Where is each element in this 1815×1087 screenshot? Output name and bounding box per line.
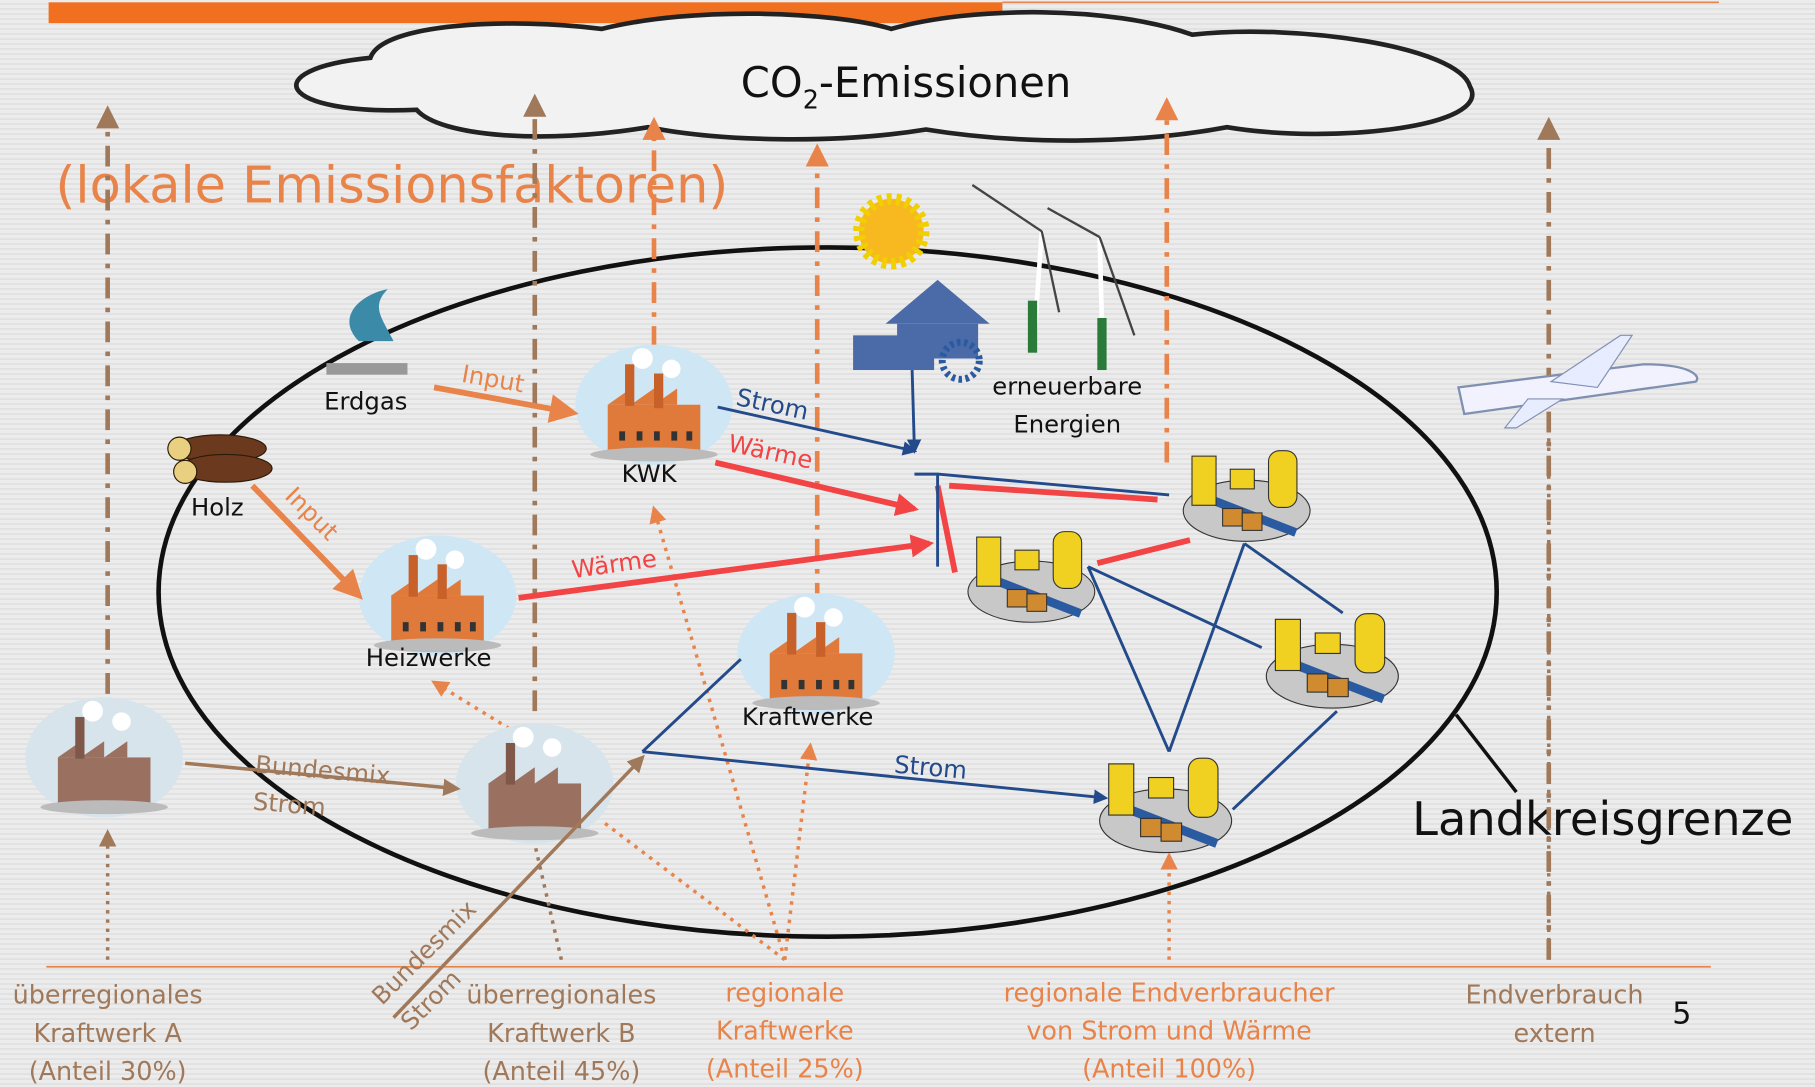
- boundary-label: Landkreisgrenze: [1412, 792, 1793, 846]
- footer-label: von Strom und Wärme: [1026, 1017, 1311, 1047]
- subtitle: (lokale Emissionsfaktoren): [56, 156, 729, 215]
- edge-label: Input: [279, 481, 344, 546]
- edge-label: Wärme: [570, 544, 659, 585]
- footer-label: (Anteil 30%): [29, 1057, 187, 1087]
- footer-label: Kraftwerk A: [33, 1019, 182, 1049]
- footer-label: überregionales: [13, 981, 203, 1011]
- footer-label: Endverbrauch: [1466, 981, 1644, 1011]
- footer-label: überregionales: [466, 981, 656, 1011]
- footer-label: (Anteil 100%): [1082, 1055, 1256, 1085]
- node-label: Erdgas: [324, 386, 407, 415]
- node-label: erneuerbare: [992, 371, 1142, 400]
- footer-label: Kraftwerk B: [487, 1019, 635, 1049]
- cloud-title: CO2-Emissionen: [741, 58, 1072, 116]
- page-number: 5: [1672, 996, 1691, 1031]
- edge-label: Strom: [893, 750, 968, 785]
- footer-label: (Anteil 25%): [706, 1055, 864, 1085]
- node-label: KWK: [622, 459, 678, 488]
- footer-label: Kraftwerke: [716, 1017, 854, 1047]
- node-label: Kraftwerke: [742, 702, 873, 731]
- node-label: Energien: [1013, 409, 1121, 438]
- page: CO2-Emissionen (lokale Emissionsfaktoren…: [0, 0, 1815, 1087]
- footer-label: extern: [1514, 1019, 1596, 1049]
- node-label: Holz: [191, 493, 244, 522]
- diagram: CO2-Emissionen (lokale Emissionsfaktoren…: [0, 0, 1815, 1087]
- footer-label: regionale: [725, 978, 844, 1008]
- edge-label: Strom: [252, 787, 327, 822]
- footer-label: (Anteil 45%): [482, 1057, 640, 1087]
- node-label: Heizwerke: [366, 643, 492, 672]
- footer-label: regionale Endverbraucher: [1004, 978, 1336, 1008]
